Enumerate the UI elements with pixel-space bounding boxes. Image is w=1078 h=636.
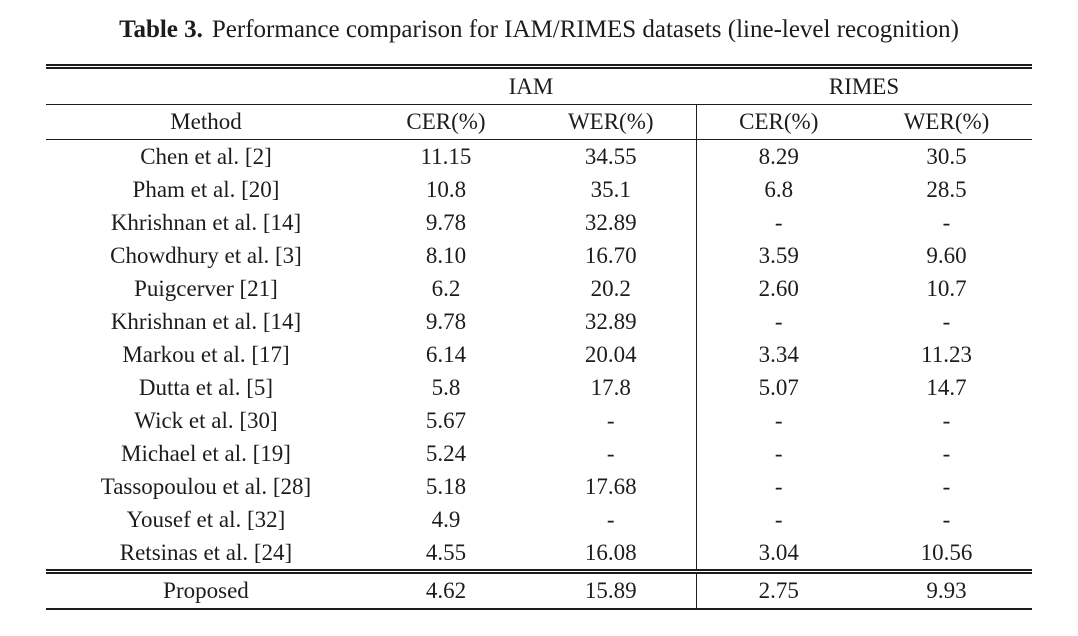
method-cell: Retsinas et al. [24] — [119, 539, 293, 565]
iam-cer-cell: 4.55 — [425, 539, 467, 565]
table-row: Dutta et al. [5] 5.8 17.8 5.07 14.7 — [46, 371, 1032, 404]
iam-cer-cell: 5.18 — [425, 473, 467, 499]
rimes-cer-cell: - — [695, 404, 861, 437]
table-row: Michael et al. [19] 5.24 - - - — [46, 437, 1032, 470]
method-cell: Markou et al. [17] — [122, 341, 290, 367]
table-row: Yousef et al. [32] 4.9 - - - — [46, 503, 1032, 536]
table-row: Chen et al. [2] 11.15 34.55 8.29 30.5 — [46, 139, 1032, 173]
rimes-wer-cell: 28.5 — [926, 176, 967, 202]
iam-wer-cell: - — [606, 407, 615, 433]
method-cell: Yousef et al. [32] — [126, 506, 286, 532]
group-header-rimes: RIMES — [696, 64, 1033, 105]
method-cell: Pham et al. [20] — [132, 176, 280, 202]
rimes-cer-cell: 3.34 — [695, 338, 861, 371]
rimes-wer-cell: - — [942, 440, 951, 466]
rimes-cer-cell: - — [695, 206, 861, 239]
method-cell: Khrishnan et al. [14] — [110, 209, 302, 235]
rimes-wer-cell: 9.93 — [861, 569, 1033, 610]
iam-wer-cell: 34.55 — [584, 143, 637, 169]
iam-wer-cell: 32.89 — [584, 308, 637, 334]
iam-wer-cell: 32.89 — [584, 209, 637, 235]
table-row: Khrishnan et al. [14] 9.78 32.89 - - — [46, 206, 1032, 239]
method-cell: Khrishnan et al. [14] — [110, 308, 302, 334]
column-header-method: Method — [45, 104, 366, 140]
iam-wer-cell: 35.1 — [590, 176, 631, 202]
iam-cer-cell: 6.14 — [425, 341, 467, 367]
iam-wer-cell: - — [606, 506, 615, 532]
rimes-wer-cell: 10.7 — [926, 275, 967, 301]
iam-cer-cell: 11.15 — [420, 143, 472, 169]
iam-cer-cell: 5.24 — [425, 440, 467, 466]
dataset-group-header-row: IAM RIMES — [45, 64, 1033, 105]
method-cell: Tassopoulou et al. [28] — [100, 473, 312, 499]
iam-wer-cell: 17.68 — [584, 473, 637, 499]
rimes-wer-cell: 11.23 — [921, 341, 972, 367]
rimes-cer-cell: 2.60 — [695, 272, 861, 305]
table-row: Pham et al. [20] 10.8 35.1 6.8 28.5 — [46, 173, 1032, 206]
rimes-wer-cell: 9.60 — [926, 242, 967, 268]
results-table: IAM RIMES Method CER(%) WER(%) CER(%) WE… — [45, 64, 1033, 610]
iam-cer-cell: 5.8 — [431, 374, 461, 400]
rimes-wer-cell: 14.7 — [926, 374, 967, 400]
iam-wer-cell: 20.2 — [590, 275, 631, 301]
iam-cer-cell: 9.78 — [425, 209, 467, 235]
rimes-wer-cell: - — [942, 407, 951, 433]
rimes-cer-cell: 3.59 — [695, 239, 861, 272]
table-row: Tassopoulou et al. [28] 5.18 17.68 - - — [46, 470, 1032, 503]
method-cell: Puigcerver [21] — [134, 275, 278, 301]
method-cell: Michael et al. [19] — [121, 440, 291, 466]
table-row: Wick et al. [30] 5.67 - - - — [46, 404, 1032, 437]
table-caption: Table 3. Performance comparison for IAM/R… — [0, 14, 1078, 46]
column-header-rimes-wer: WER(%) — [861, 104, 1033, 140]
table-row: Markou et al. [17] 6.14 20.04 3.34 11.23 — [46, 338, 1032, 371]
method-cell: Proposed — [45, 569, 366, 610]
column-header-row: Method CER(%) WER(%) CER(%) WER(%) — [45, 104, 1033, 140]
table-caption-text: Performance comparison for IAM/RIMES dat… — [211, 16, 959, 43]
method-cell: Dutta et al. [5] — [138, 374, 274, 400]
method-cell: Chowdhury et al. [3] — [110, 242, 302, 268]
column-header-iam-wer: WER(%) — [525, 104, 696, 140]
table-row: Khrishnan et al. [14] 9.78 32.89 - - — [46, 305, 1032, 338]
column-header-iam-cer: CER(%) — [365, 104, 526, 140]
rimes-cer-cell: - — [695, 437, 861, 470]
rimes-cer-cell: 5.07 — [695, 371, 861, 404]
rimes-cer-cell: 2.75 — [695, 569, 861, 610]
rimes-cer-cell: - — [695, 503, 861, 536]
rimes-wer-cell: 30.5 — [926, 143, 967, 169]
iam-cer-cell: 4.62 — [365, 569, 526, 610]
rimes-wer-cell: - — [942, 308, 951, 334]
rimes-wer-cell: - — [942, 209, 951, 235]
table-row: Puigcerver [21] 6.2 20.2 2.60 10.7 — [46, 272, 1032, 305]
iam-wer-cell: 20.04 — [584, 341, 637, 367]
group-header-spacer — [45, 64, 366, 105]
rimes-cer-cell: 6.8 — [695, 173, 861, 206]
rimes-cer-cell: 8.29 — [695, 139, 861, 173]
iam-cer-cell: 10.8 — [425, 176, 467, 202]
rimes-wer-cell: - — [942, 506, 951, 532]
rimes-wer-cell: - — [942, 473, 951, 499]
table-caption-label: Table 3. — [119, 16, 203, 43]
iam-cer-cell: 8.10 — [425, 242, 467, 268]
iam-wer-cell: - — [606, 440, 615, 466]
rimes-cer-cell: - — [695, 305, 861, 338]
iam-wer-cell: 15.89 — [525, 569, 696, 610]
proposed-row: Proposed 4.62 15.89 2.75 9.93 — [45, 569, 1033, 610]
iam-cer-cell: 6.2 — [431, 275, 461, 301]
iam-cer-cell: 4.9 — [431, 506, 461, 532]
rimes-cer-cell: 3.04 — [695, 536, 861, 572]
iam-cer-cell: 9.78 — [425, 308, 467, 334]
iam-wer-cell: 16.70 — [584, 242, 637, 268]
column-header-rimes-cer: CER(%) — [695, 104, 861, 140]
group-header-iam: IAM — [365, 64, 696, 105]
iam-wer-cell: 16.08 — [584, 539, 637, 565]
table-row: Chowdhury et al. [3] 8.10 16.70 3.59 9.6… — [46, 239, 1032, 272]
iam-wer-cell: 17.8 — [590, 374, 631, 400]
rimes-cer-cell: - — [695, 470, 861, 503]
table-row: Retsinas et al. [24] 4.55 16.08 3.04 10.… — [46, 536, 1032, 572]
iam-cer-cell: 5.67 — [425, 407, 467, 433]
method-cell: Chen et al. [2] — [140, 143, 272, 169]
method-cell: Wick et al. [30] — [134, 407, 278, 433]
rimes-wer-cell: 10.56 — [920, 539, 973, 565]
